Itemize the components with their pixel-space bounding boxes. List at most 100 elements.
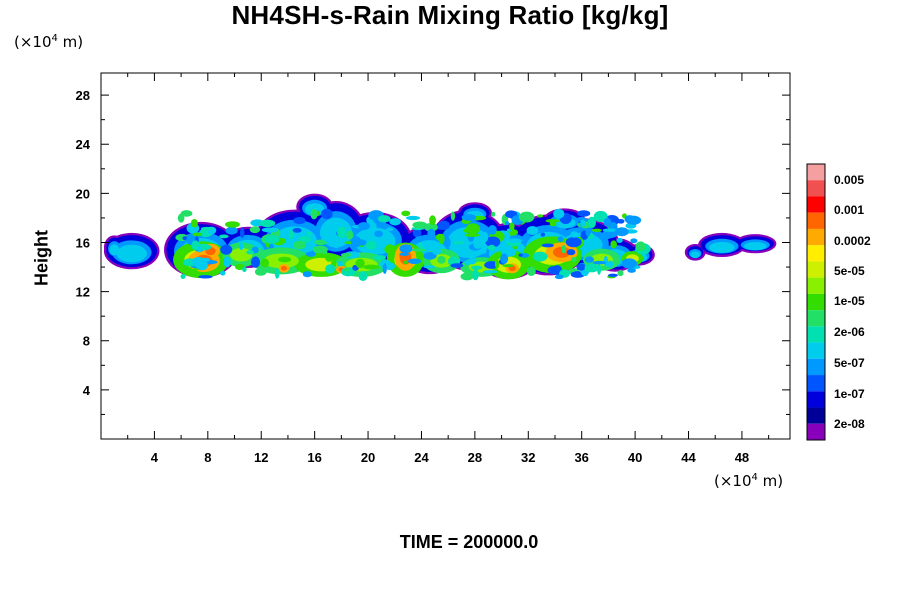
field-speckle: [561, 244, 567, 254]
field-speckle: [240, 227, 245, 239]
field-speckle: [532, 251, 548, 262]
x-tick-label: 16: [307, 450, 321, 465]
field-speckle: [365, 240, 377, 250]
y-tick-label: 28: [76, 88, 90, 103]
time-footer: TIME = 200000.0: [399, 532, 539, 552]
colorbar-swatch: [807, 277, 825, 294]
colorbar-label: 0.005: [834, 173, 864, 187]
colorbar: 0.005 0.001 0.0002 5e-05 1e-05 2e-06 5e-07 1e-0…: [806, 163, 871, 441]
colorbar-label: 1e-07: [834, 387, 865, 401]
y-tick-label: 24: [76, 137, 91, 152]
field-speckle: [621, 258, 638, 269]
field-speckle: [616, 237, 623, 243]
field-speckle: [577, 210, 591, 217]
field-speckle: [437, 255, 446, 264]
field-speckle: [302, 271, 312, 278]
colorbar-label: 2e-06: [834, 325, 865, 339]
field-speckle: [197, 246, 202, 253]
field-speckle: [369, 268, 378, 275]
field-speckle: [190, 218, 198, 228]
field-speckle: [346, 230, 354, 240]
colorbar-swatch: [807, 423, 825, 440]
field-speckle: [412, 228, 422, 238]
field-speckle: [293, 240, 307, 250]
field-speckle: [320, 208, 333, 220]
field-speckle: [249, 226, 261, 234]
field-speckle: [566, 249, 576, 256]
field-speckle: [274, 268, 280, 279]
colorbar-swatch: [807, 375, 825, 392]
field-speckle: [554, 274, 564, 280]
field-speckle: [293, 216, 306, 225]
field-speckle: [358, 271, 368, 282]
field-speckle: [545, 219, 560, 223]
chart-title: NH4SH-s-Rain Mixing Ratio [kg/kg]: [231, 0, 669, 30]
colorbar-label: 1e-05: [834, 294, 865, 308]
field-speckle: [180, 274, 186, 279]
field-speckle: [482, 270, 498, 274]
y-tick-label: 8: [83, 334, 90, 349]
field-speckle: [340, 252, 353, 257]
field-speckle: [607, 260, 614, 268]
field-cyan: [744, 242, 767, 251]
field-speckle: [571, 257, 577, 262]
field-speckle: [342, 267, 350, 272]
field-speckle: [278, 256, 292, 263]
field-speckle: [325, 255, 334, 262]
field-speckle: [225, 221, 240, 228]
field-speckle: [576, 263, 586, 271]
colorbar-label: 2e-08: [834, 417, 865, 431]
field-speckle: [192, 232, 202, 237]
field-speckle: [373, 255, 387, 260]
mixing-ratio-field: [103, 193, 777, 282]
field-speckle: [518, 253, 523, 257]
x-unit-label: (×104 m): [714, 472, 784, 490]
field-speckle: [557, 236, 564, 242]
field-red: [280, 265, 287, 271]
colorbar-swatch: [807, 228, 825, 246]
field-speckle: [602, 228, 617, 232]
field-speckle: [432, 247, 442, 255]
field-speckle: [399, 244, 413, 254]
x-tick-label: 4: [151, 450, 159, 465]
field-speckle: [627, 268, 636, 273]
field-speckle: [453, 241, 465, 245]
plot-frame: [100, 72, 791, 440]
field-speckle: [584, 263, 599, 273]
field-speckle: [630, 238, 638, 244]
field-speckle: [593, 210, 608, 223]
x-tick-label: 8: [204, 450, 211, 465]
colorbar-swatch: [807, 293, 825, 311]
field-speckle: [473, 240, 483, 249]
field-speckle: [423, 265, 436, 269]
field-speckle: [246, 250, 254, 255]
field-speckle: [261, 227, 278, 233]
field-speckle: [423, 252, 437, 260]
field-cyan: [709, 241, 735, 253]
field-speckle: [412, 221, 428, 229]
field-speckle: [386, 227, 394, 232]
x-tick-label: 36: [574, 450, 588, 465]
field-speckle: [323, 234, 335, 243]
field-speckle: [518, 211, 535, 223]
colorbar-label: 5e-05: [834, 264, 865, 278]
x-tick-label: 44: [681, 450, 696, 465]
field-speckle: [494, 259, 500, 269]
colorbar-swatch: [807, 407, 825, 424]
field-speckle: [307, 231, 312, 236]
field-speckle: [502, 264, 514, 268]
x-tick-label: 24: [414, 450, 429, 465]
field-speckle: [420, 240, 433, 248]
field-speckle: [403, 260, 409, 265]
y-tick-label: 20: [76, 186, 90, 201]
field-speckle: [635, 241, 646, 252]
field-cyan: [109, 244, 120, 256]
field-speckle: [429, 215, 436, 226]
field-speckle: [292, 227, 302, 233]
x-tick-label: 40: [628, 450, 642, 465]
y-tick-label: 12: [76, 285, 90, 300]
field-speckle: [460, 272, 474, 281]
field-speckle: [399, 252, 410, 256]
field-speckle: [251, 256, 260, 268]
